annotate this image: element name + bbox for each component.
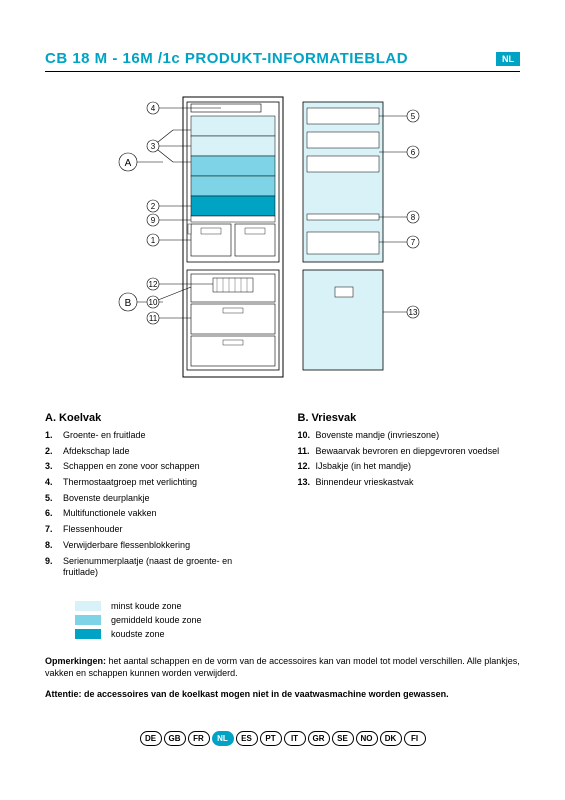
list-item: 5.Bovenste deurplankje bbox=[45, 493, 268, 505]
legend-row: minst koude zone bbox=[75, 601, 520, 611]
callout-7: 7 bbox=[410, 238, 415, 247]
language-row: DE GB FR NL ES PT IT GR SE NO DK FI bbox=[45, 731, 520, 746]
legend-row: koudste zone bbox=[75, 629, 520, 639]
lang-pill-es[interactable]: ES bbox=[236, 731, 258, 746]
page-title: CB 18 M - 16M /1c PRODUKT-INFORMATIEBLAD bbox=[45, 50, 408, 67]
swatch-mid bbox=[75, 615, 101, 625]
callout-3: 3 bbox=[150, 142, 155, 151]
callout-9: 9 bbox=[150, 216, 155, 225]
note-1: Opmerkingen: het aantal schappen en de v… bbox=[45, 655, 520, 680]
callout-5: 5 bbox=[410, 112, 415, 121]
legend: minst koude zone gemiddeld koude zone ko… bbox=[75, 601, 520, 639]
lang-pill-pt[interactable]: PT bbox=[260, 731, 282, 746]
list-item: 10.Bovenste mandje (invrieszone) bbox=[298, 430, 521, 442]
lang-pill-fi[interactable]: FI bbox=[404, 731, 426, 746]
callout-10: 10 bbox=[148, 298, 157, 307]
list-item: 1.Groente- en fruitlade bbox=[45, 430, 268, 442]
note-2: Attentie: de accessoires van de koelkast… bbox=[45, 688, 520, 701]
notes: Opmerkingen: het aantal schappen en de v… bbox=[45, 655, 520, 701]
list-item: 2.Afdekschap lade bbox=[45, 446, 268, 458]
callout-2: 2 bbox=[150, 202, 155, 211]
lang-pill-se[interactable]: SE bbox=[332, 731, 354, 746]
list-item: 7.Flessenhouder bbox=[45, 524, 268, 536]
list-item: 3.Schappen en zone voor schappen bbox=[45, 461, 268, 473]
lang-pill-gb[interactable]: GB bbox=[164, 731, 186, 746]
list-item: 12.IJsbakje (in het mandje) bbox=[298, 461, 521, 473]
lang-pill-dk[interactable]: DK bbox=[380, 731, 402, 746]
list-item: 8.Verwijderbare flessenblokkering bbox=[45, 540, 268, 552]
sections: A. Koelvak 1.Groente- en fruitlade 2.Afd… bbox=[45, 412, 520, 583]
callout-A: A bbox=[124, 158, 131, 169]
swatch-light bbox=[75, 601, 101, 611]
lang-pill-it[interactable]: IT bbox=[284, 731, 306, 746]
lang-pill-gr[interactable]: GR bbox=[308, 731, 330, 746]
section-b-list: 10.Bovenste mandje (invrieszone) 11.Bewa… bbox=[298, 430, 521, 489]
list-item: 4.Thermostaatgroep met verlichting bbox=[45, 477, 268, 489]
lang-pill-fr[interactable]: FR bbox=[188, 731, 210, 746]
section-a-list: 1.Groente- en fruitlade 2.Afdekschap lad… bbox=[45, 430, 268, 579]
callout-13: 13 bbox=[408, 308, 417, 317]
section-b-heading: B. Vriesvak bbox=[298, 412, 521, 424]
callout-B: B bbox=[124, 298, 131, 309]
list-item: 11.Bewaarvak bevroren en diepgevroren vo… bbox=[298, 446, 521, 458]
list-item: 9.Serienummerplaatje (naast de groente- … bbox=[45, 556, 268, 579]
lang-pill-nl[interactable]: NL bbox=[212, 731, 234, 746]
callout-11: 11 bbox=[148, 314, 157, 323]
swatch-cold bbox=[75, 629, 101, 639]
lang-badge: NL bbox=[496, 52, 520, 66]
legend-row: gemiddeld koude zone bbox=[75, 615, 520, 625]
callout-8: 8 bbox=[410, 213, 415, 222]
lang-pill-de[interactable]: DE bbox=[140, 731, 162, 746]
section-vriesvak: B. Vriesvak 10.Bovenste mandje (invriesz… bbox=[298, 412, 521, 583]
lang-pill-no[interactable]: NO bbox=[356, 731, 378, 746]
callout-4: 4 bbox=[150, 104, 155, 113]
callout-1: 1 bbox=[150, 236, 155, 245]
header: CB 18 M - 16M /1c PRODUKT-INFORMATIEBLAD… bbox=[45, 50, 520, 72]
fridge-diagram: 4 3 A 2 9 1 12 B 10 11 5 6 8 7 13 bbox=[103, 92, 463, 392]
list-item: 13.Binnendeur vrieskastvak bbox=[298, 477, 521, 489]
list-item: 6.Multifunctionele vakken bbox=[45, 508, 268, 520]
callout-6: 6 bbox=[410, 148, 415, 157]
callout-12: 12 bbox=[148, 280, 157, 289]
section-koelvak: A. Koelvak 1.Groente- en fruitlade 2.Afd… bbox=[45, 412, 268, 583]
section-a-heading: A. Koelvak bbox=[45, 412, 268, 424]
